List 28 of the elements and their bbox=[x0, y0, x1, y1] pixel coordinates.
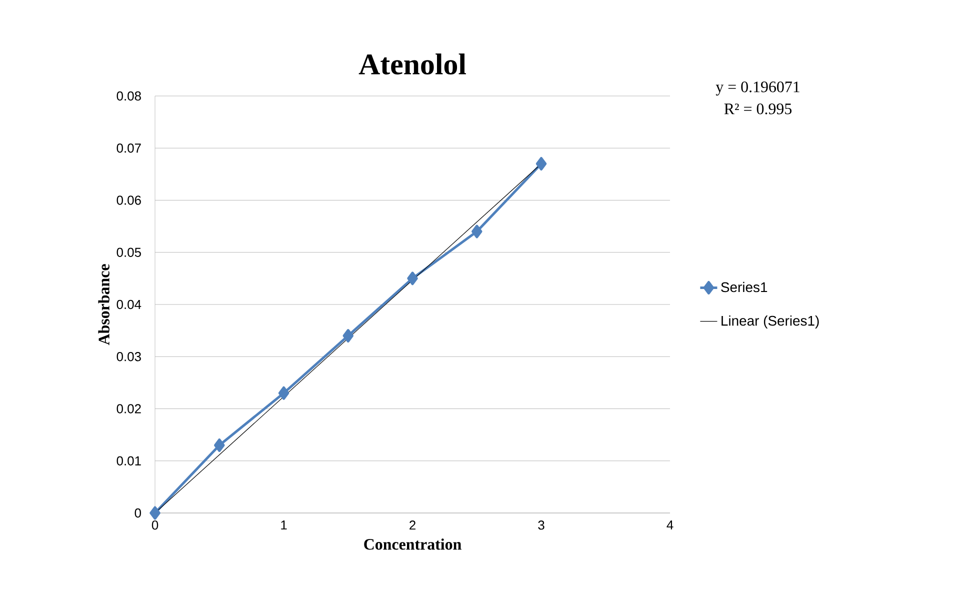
legend-label: Series1 bbox=[721, 282, 768, 292]
y-tick-label: 0.01 bbox=[116, 456, 141, 466]
point bbox=[214, 438, 225, 452]
y-tick-label: 0.08 bbox=[116, 91, 141, 101]
chart-title: Atenolol bbox=[358, 53, 466, 74]
x-tick-label: 0 bbox=[152, 520, 158, 530]
y-tick-label: 0.03 bbox=[116, 352, 141, 362]
point bbox=[150, 506, 160, 520]
x-tick-label: 1 bbox=[281, 520, 287, 530]
y-tick-label: 0.02 bbox=[116, 404, 141, 414]
point bbox=[278, 386, 290, 400]
legend-label: Linear (Series1) bbox=[722, 315, 819, 328]
y-tick-label: 0.05 bbox=[116, 248, 141, 257]
point bbox=[342, 329, 354, 343]
y-tick-label: 0.06 bbox=[116, 196, 141, 205]
point bbox=[407, 272, 418, 286]
point bbox=[536, 157, 547, 170]
y-tick-label: 0.04 bbox=[116, 300, 142, 310]
text: R² = 0.995 bbox=[724, 104, 792, 114]
x-axis-title: Concentration bbox=[364, 538, 462, 550]
point bbox=[472, 224, 482, 238]
text: y = 0.196071 bbox=[716, 82, 800, 96]
y-axis-title: Absorbance bbox=[98, 264, 110, 346]
x-tick-label: 4 bbox=[666, 520, 674, 530]
y-tick-label: 0.07 bbox=[116, 144, 141, 153]
y-tick-label: 0 bbox=[134, 508, 141, 518]
x-tick-label: 3 bbox=[538, 520, 544, 530]
x-tick-label: 2 bbox=[410, 520, 416, 530]
